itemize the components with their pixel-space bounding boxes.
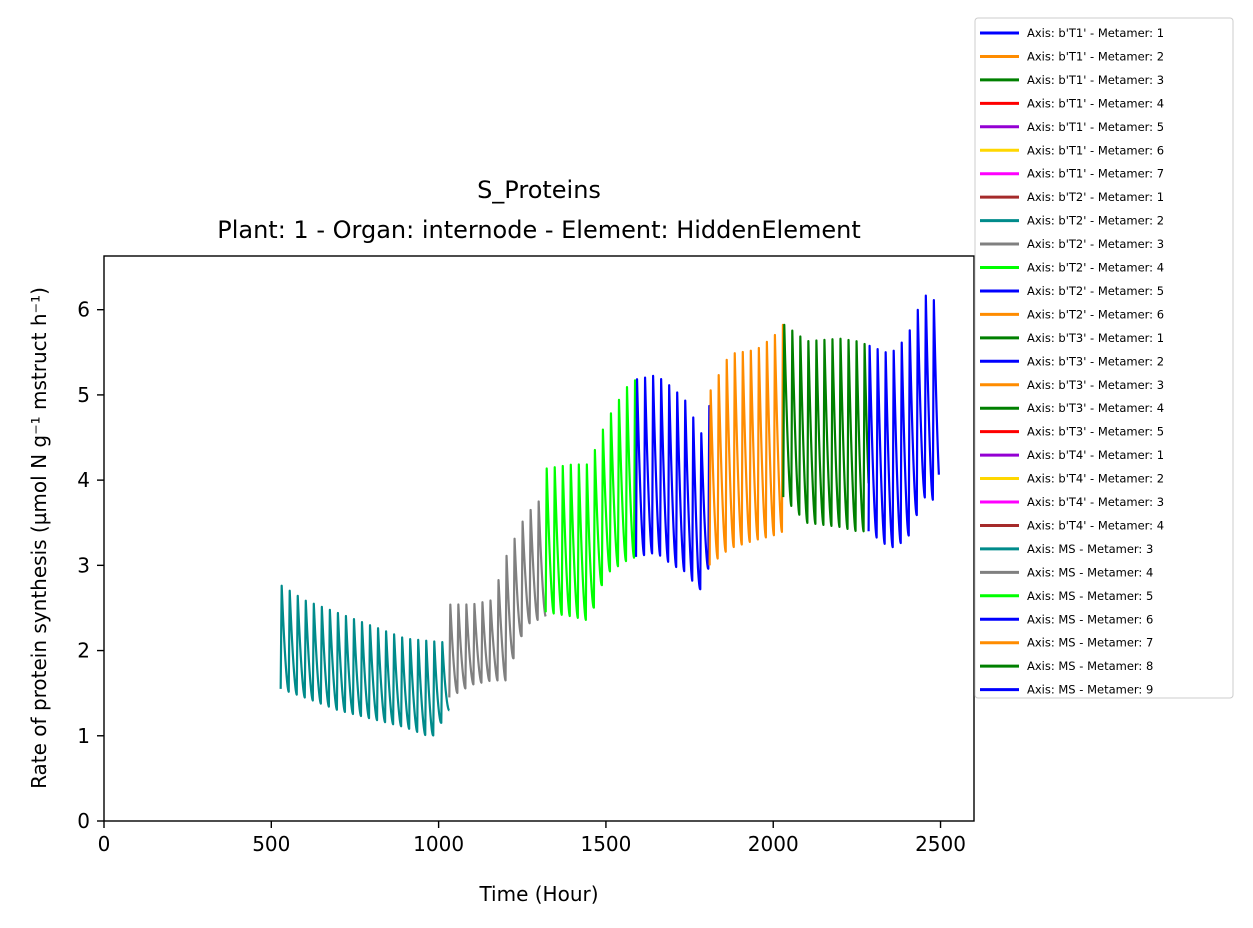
legend-entry: Axis: MS - Metamer: 4 [1027,565,1153,579]
x-axis: 0 500 1000 1500 2000 2500 [98,821,966,856]
legend-entry: Axis: b'T4' - Metamer: 2 [1027,472,1164,486]
y-tick-label: 3 [77,553,90,577]
legend-entry: Axis: b'T3' - Metamer: 4 [1027,401,1164,415]
legend-entry: Axis: b'T1' - Metamer: 5 [1027,120,1164,134]
x-tick-label: 2000 [748,832,799,856]
legend-entry: Axis: b'T4' - Metamer: 4 [1027,518,1164,532]
x-tick-label: 1500 [580,832,631,856]
y-tick-label: 6 [77,298,90,322]
legend-entry: Axis: b'T1' - Metamer: 6 [1027,143,1164,157]
legend-entry: Axis: b'T2' - Metamer: 4 [1027,261,1164,275]
y-tick-label: 0 [77,809,90,833]
legend-entry: Axis: b'T2' - Metamer: 6 [1027,307,1164,321]
legend-entry: Axis: MS - Metamer: 5 [1027,589,1153,603]
legend-entry: Axis: b'T2' - Metamer: 3 [1027,237,1164,251]
x-tick-label: 2500 [915,832,966,856]
chart-subtitle: Plant: 1 - Organ: internode - Element: H… [217,216,861,244]
legend-entry: Axis: b'T2' - Metamer: 1 [1027,190,1164,204]
series-line [448,500,547,698]
chart-title: S_Proteins [477,176,601,204]
legend-entry: Axis: b'T3' - Metamer: 2 [1027,354,1164,368]
legend-entry: Axis: b'T3' - Metamer: 3 [1027,378,1164,392]
x-tick-label: 1000 [413,832,464,856]
legend-entry: Axis: MS - Metamer: 3 [1027,542,1153,556]
legend-entry: Axis: b'T1' - Metamer: 4 [1027,96,1164,110]
y-tick-label: 5 [77,383,90,407]
legend-entry: Axis: b'T3' - Metamer: 5 [1027,425,1164,439]
legend-entry: Axis: b'T1' - Metamer: 3 [1027,73,1164,87]
y-tick-label: 1 [77,724,90,748]
series-line [782,323,870,533]
legend-entry: Axis: MS - Metamer: 9 [1027,683,1153,697]
legend-entry: Axis: b'T2' - Metamer: 2 [1027,214,1164,228]
series-line [867,294,940,549]
legend-entry: Axis: b'T1' - Metamer: 1 [1027,26,1164,40]
x-axis-label: Time (Hour) [478,882,598,906]
y-tick-label: 4 [77,468,90,492]
legend-entry: Axis: MS - Metamer: 6 [1027,612,1153,626]
y-axis: 0 1 2 3 4 5 6 [77,298,104,833]
legend: Axis: b'T1' - Metamer: 1 Axis: b'T1' - Me… [974,17,1234,699]
y-tick-label: 2 [77,639,90,663]
legend-entry: Axis: b'T1' - Metamer: 7 [1027,167,1164,181]
series-line [634,374,711,591]
series-line [279,584,451,737]
x-tick-label: 500 [252,832,290,856]
legend-entry: Axis: b'T3' - Metamer: 1 [1027,331,1164,345]
legend-entry: Axis: b'T2' - Metamer: 5 [1027,284,1164,298]
series-line [544,379,638,621]
y-axis-label: Rate of protein synthesis (µmol N g⁻¹ ms… [27,287,51,789]
legend-entry: Axis: MS - Metamer: 8 [1027,659,1153,673]
series-line [708,323,785,566]
legend-entry: Axis: b'T4' - Metamer: 1 [1027,448,1164,462]
plot-frame [103,255,975,822]
series-layer [279,294,940,737]
legend-frame [974,17,1234,699]
legend-entry: Axis: b'T1' - Metamer: 2 [1027,49,1164,63]
legend-entry: Axis: MS - Metamer: 7 [1027,636,1153,650]
legend-entry: Axis: b'T4' - Metamer: 3 [1027,495,1164,509]
x-tick-label: 0 [98,832,111,856]
